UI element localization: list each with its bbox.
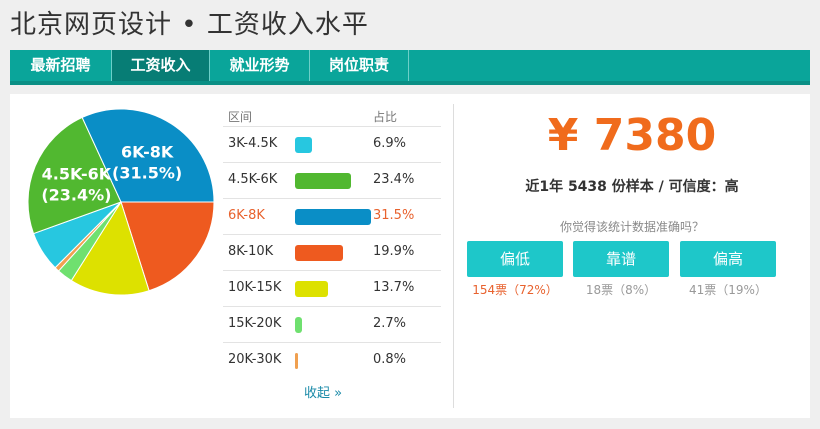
range-label: 20K-30K: [228, 352, 282, 367]
table-row: 15K-20K 2.7%: [223, 306, 441, 343]
share-value: 31.5%: [373, 208, 415, 223]
table-row: 10K-15K 13.7%: [223, 270, 441, 307]
pie-slice-20k-30k: [54, 201, 122, 272]
share-value: 0.8%: [373, 352, 407, 367]
share-bar: [295, 209, 371, 225]
sample-info: 近1年 5438 份样本 / 可信度：高: [525, 179, 739, 195]
divider: [453, 104, 454, 408]
pie-label: (23.4%): [41, 185, 111, 204]
tab-bar: 最新招聘 工资收入 就业形势 岗位职责: [10, 50, 810, 85]
share-header: 占比: [373, 110, 398, 124]
pie-label: 6K-8K: [121, 142, 174, 161]
table-row: 6K-8K 31.5%: [223, 198, 441, 235]
pie-slice-10k-15k: [70, 200, 150, 296]
range-label: 15K-20K: [228, 316, 282, 331]
table-row: 8K-10K 19.9%: [223, 234, 441, 271]
range-label: 4.5K-6K: [228, 172, 278, 187]
range-header: 区间: [228, 110, 253, 124]
share-value: 13.7%: [373, 280, 415, 295]
table-row: 3K-4.5K 6.9%: [223, 126, 441, 163]
pie-slice-4.5k-6k: [28, 116, 122, 235]
accuracy-question: 你觉得该统计数据准确吗？: [559, 220, 704, 234]
share-bar: [295, 173, 352, 189]
share-bar: [295, 317, 302, 333]
vote-low-count: 154票（72%）: [472, 283, 558, 297]
vote-high-count: 41票（19%）: [689, 283, 767, 297]
pie-label: (31.5%): [112, 163, 182, 182]
range-label: 10K-15K: [228, 280, 282, 295]
salary-pie-chart: 4.5K-6K (23.4%) 6K-8K (31.5%): [28, 108, 214, 296]
page-title: 北京网页设计 • 工资收入水平: [10, 10, 369, 40]
vote-accurate-count: 18票（8%）: [585, 283, 657, 297]
share-bar: [295, 281, 329, 297]
pie-slice-8k-10k: [120, 201, 214, 292]
share-value: 23.4%: [373, 172, 415, 187]
vote-accurate-button[interactable]: 靠谱: [573, 241, 669, 277]
vote-high-button[interactable]: 偏高: [680, 241, 776, 277]
vote-low-button[interactable]: 偏低: [467, 241, 563, 277]
pie-slice-6k-8k: [81, 108, 214, 203]
range-label: 3K-4.5K: [228, 136, 278, 151]
share-value: 6.9%: [373, 136, 407, 151]
tab-salary[interactable]: 工资收入: [112, 50, 210, 81]
tab-duties[interactable]: 岗位职责: [310, 50, 409, 81]
share-value: 19.9%: [373, 244, 415, 259]
average-salary: ¥ 7380: [547, 110, 717, 161]
tab-latest-jobs[interactable]: 最新招聘: [10, 50, 112, 81]
table-row: 20K-30K 0.8%: [223, 342, 441, 379]
share-bar: [295, 353, 298, 369]
share-bar: [295, 137, 312, 153]
range-label: 6K-8K: [228, 208, 265, 223]
range-label: 8K-10K: [228, 244, 274, 259]
tab-employment[interactable]: 就业形势: [210, 50, 310, 81]
pie-label: 4.5K-6K: [42, 164, 112, 183]
share-bar: [295, 245, 343, 261]
collapse-link[interactable]: 收起 »: [304, 386, 343, 401]
table-row: 4.5K-6K 23.4%: [223, 162, 441, 199]
share-value: 2.7%: [373, 316, 407, 331]
